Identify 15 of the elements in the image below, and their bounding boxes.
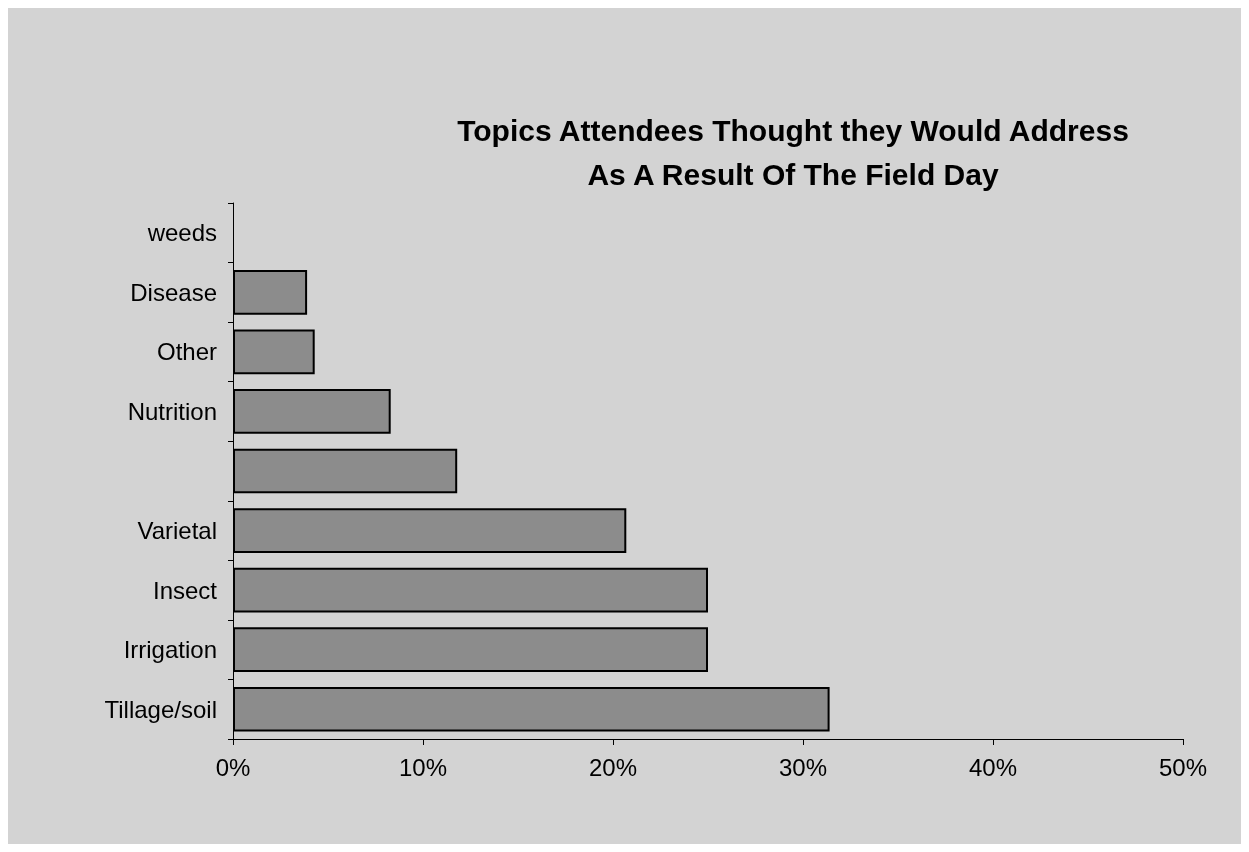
y-tick-label: Irrigation	[123, 636, 217, 664]
x-tick-label: 40%	[968, 753, 1018, 781]
x-tick-label: 0%	[215, 753, 251, 781]
x-tick-label: 30%	[778, 753, 828, 781]
y-tick-label: Disease	[130, 278, 217, 306]
y-tick-label: Other	[156, 338, 217, 366]
x-tick-label: 50%	[1158, 753, 1208, 781]
y-tick-label: Insect	[152, 576, 218, 604]
chart-title: Topics Attendees Thought they Would Address As A Result Of The Field Day	[457, 113, 1129, 191]
x-tick-label: 10%	[398, 753, 448, 781]
y-tick-label: Nutrition	[127, 397, 217, 425]
y-tick-label: Tillage/soil	[104, 695, 217, 723]
y-tick-label: Varietal	[137, 517, 217, 545]
y-tick-label: weeds	[146, 219, 217, 247]
x-tick-label: 20%	[588, 753, 638, 781]
